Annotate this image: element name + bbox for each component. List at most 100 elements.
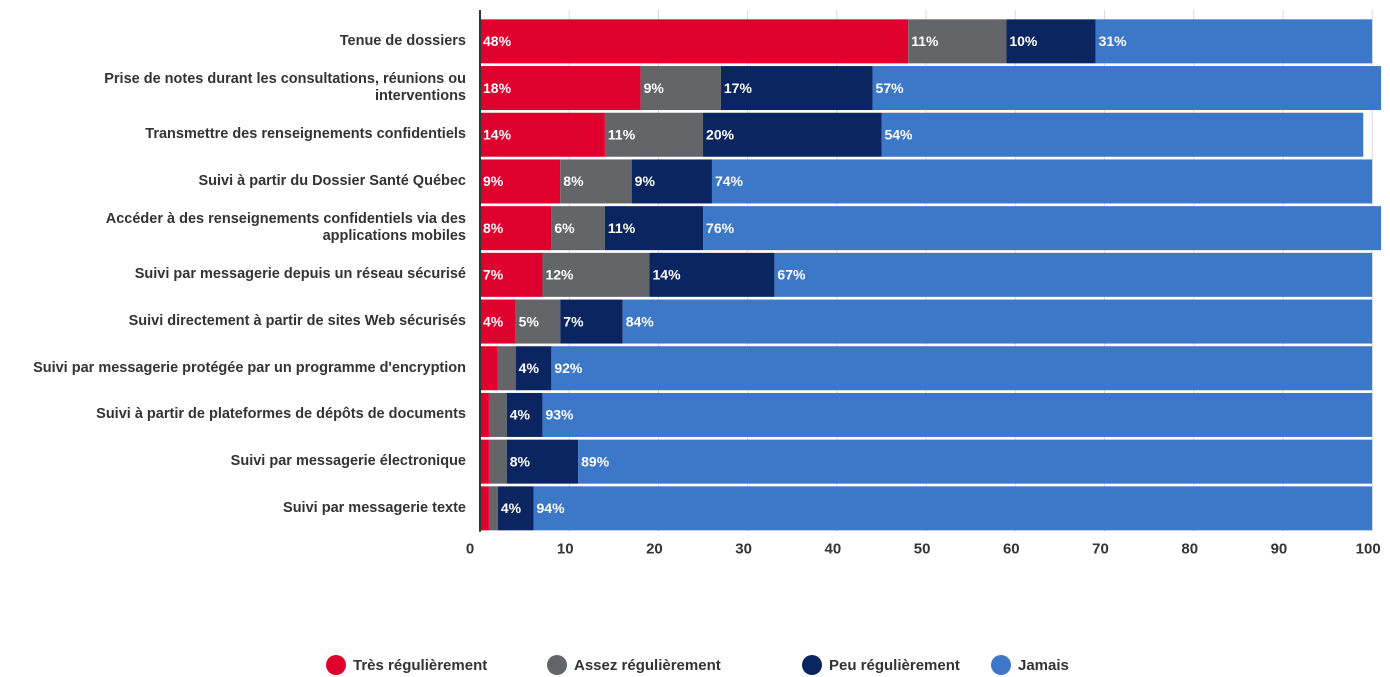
bar-segment [480,66,641,111]
value-label: 11% [608,220,636,236]
category-label: Tenue de dossiers [339,32,466,49]
value-label: 54% [884,126,913,142]
bar-segment [480,206,552,251]
category-label: Suivi par messagerie depuis un réseau sé… [134,266,466,283]
bar-segment [622,299,1373,344]
bar-segment [488,392,507,437]
bar-segment [480,112,605,157]
category-label-box: Tenue de dossiers [339,32,466,49]
value-label: 18% [483,80,512,96]
value-label: 31% [1099,33,1128,49]
bar-segment [703,206,1382,251]
bar-segment [872,66,1382,111]
category-label-box: Prise de notes durant les consultations,… [104,70,466,105]
bar-segment [1006,19,1096,64]
x-tick-label: 30 [735,541,752,558]
value-label: 57% [876,80,905,96]
bar-segment [480,299,516,344]
value-label: 7% [563,313,584,329]
value-label: 89% [581,453,610,469]
bar-segment [551,346,1373,391]
x-tick-label: 0 [466,541,474,558]
value-label: 94% [537,500,566,516]
x-tick-label: 20 [646,541,663,558]
category-label-box: Accéder à des renseignements confidentie… [106,211,466,244]
bar-segment [711,159,1373,204]
bar-segment [560,299,623,344]
x-tick-label: 60 [1003,541,1020,558]
bar-segment [1095,19,1373,64]
value-label: 67% [777,267,806,283]
value-label: 14% [483,126,512,142]
value-label: 11% [608,126,636,142]
value-label: 48% [483,33,512,49]
category-label-box: Suivi par messagerie électronique [231,453,466,469]
bar-segment [578,439,1373,484]
x-tick-label: 10 [557,541,574,558]
bar-segment [506,392,543,437]
bar-segment [488,439,507,484]
value-label: 92% [554,360,583,376]
value-label: 9% [483,173,504,189]
value-label: 14% [653,267,682,283]
bar-segment [631,159,712,204]
bar-segment [881,112,1364,157]
x-tick-label: 80 [1181,541,1198,558]
x-tick-label: 50 [914,541,931,558]
value-label: 9% [635,173,656,189]
bar-segment [497,346,516,391]
category-label: Suivi directement à partir de sites Web … [128,312,466,329]
value-label: 20% [706,126,735,142]
bar-segment [506,439,579,484]
value-label: 12% [545,267,574,283]
category-label: Suivi à partir de plateformes de dépôts … [96,406,466,423]
value-label: 4% [510,407,531,423]
value-label: 7% [483,267,504,283]
bar-segment [480,252,543,297]
category-label: Prise de notes durant les consultations,… [104,70,466,105]
x-tick-label: 90 [1271,541,1288,558]
value-label: 8% [563,173,584,189]
value-label: 9% [644,80,665,96]
category-label-box: Suivi par messagerie depuis un réseau sé… [134,266,466,283]
legend-label: Peu régulièrement [829,657,960,674]
bar-segment [497,486,534,531]
value-label: 74% [715,173,744,189]
category-label-box: Suivi à partir de plateformes de dépôts … [96,406,466,423]
category-label: Transmettre des renseignements confident… [145,126,466,143]
bar-segment [774,252,1373,297]
value-label: 4% [501,500,522,516]
value-label: 4% [519,360,540,376]
bar-segment [604,112,704,157]
bar-segment [480,439,489,484]
value-label: 93% [545,407,574,423]
bar-segment [542,252,650,297]
bar-segment [604,206,704,251]
bar-segment [908,19,1007,64]
category-label: Suivi par messagerie texte [283,499,466,516]
legend-marker [802,655,822,675]
x-tick-label: 40 [825,541,842,558]
legend-label: Très régulièrement [353,657,487,674]
bar-segment [515,299,561,344]
value-label: 17% [724,80,753,96]
bar-segment [488,486,498,531]
bar-segment [551,206,605,251]
bar-segment [480,159,561,204]
bar-segment [480,19,909,64]
bar-segment [640,66,721,111]
value-label: 8% [510,453,531,469]
value-label: 76% [706,220,735,236]
x-tick-label: 70 [1092,541,1109,558]
category-label-box: Suivi directement à partir de sites Web … [128,312,466,329]
bar-segment [703,112,882,157]
bar-segment [480,346,498,391]
category-label-box: Suivi par messagerie protégée par un pro… [33,360,466,376]
bar-segment [480,486,489,531]
bar-segment [515,346,552,391]
legend-marker [326,655,346,675]
x-tick-label: 100 [1356,541,1381,558]
bar-segment [560,159,632,204]
legend-label: Assez régulièrement [574,657,721,674]
